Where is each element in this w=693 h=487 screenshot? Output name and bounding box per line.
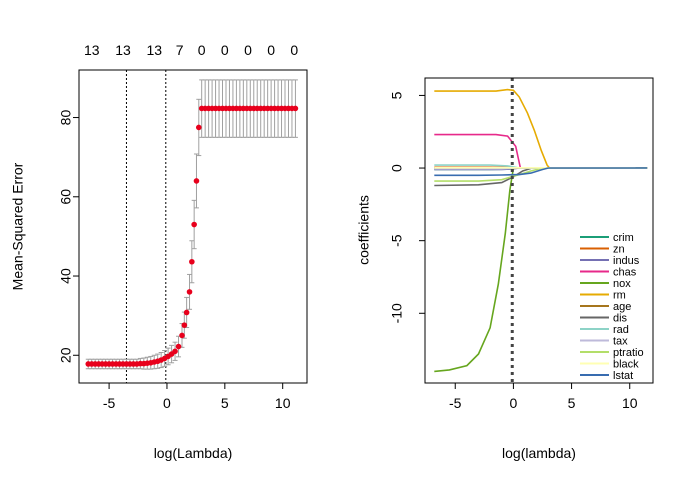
x-tick-label: 10 bbox=[622, 395, 638, 411]
legend-label: rad bbox=[613, 324, 629, 336]
x-tick-label: 5 bbox=[568, 395, 576, 411]
lambda-reference-lines bbox=[126, 70, 165, 383]
legend-label: black bbox=[613, 359, 639, 371]
legend-entry-black: black bbox=[580, 359, 639, 371]
y-tick-label: 60 bbox=[58, 189, 74, 205]
y-tick-label: 5 bbox=[389, 91, 405, 99]
legend-entry-lstat: lstat bbox=[580, 370, 633, 382]
y-tick-label: -5 bbox=[389, 234, 405, 247]
legend-entry-rad: rad bbox=[580, 324, 629, 336]
legend-label: age bbox=[613, 301, 631, 313]
x-axis-title: log(lambda) bbox=[502, 445, 576, 461]
legend-label: rm bbox=[613, 290, 626, 302]
top-axis-label: 7 bbox=[176, 42, 184, 58]
legend-label: zn bbox=[613, 244, 625, 256]
mse-point bbox=[293, 106, 299, 112]
legend-entry-dis: dis bbox=[580, 313, 628, 325]
legend-label: ptratio bbox=[613, 347, 644, 359]
coefficient-path-panel: -5 0 5 10 5 0 -5 -10 crimzninduschasnoxrmagedi… bbox=[356, 78, 653, 461]
legend-entry-tax: tax bbox=[580, 336, 628, 348]
x-tick-label: 10 bbox=[275, 395, 291, 411]
mse-point bbox=[187, 289, 193, 295]
legend: crimzninduschasnoxrmagedisradtaxptratiob… bbox=[580, 232, 644, 382]
y-tick-label: 40 bbox=[58, 268, 74, 284]
x-axis-ticks: -5 0 5 10 bbox=[449, 383, 638, 411]
y-axis-title: Mean-Squared Error bbox=[10, 162, 26, 290]
legend-entry-indus: indus bbox=[580, 255, 640, 267]
mse-point bbox=[182, 322, 188, 328]
legend-label: chas bbox=[613, 267, 637, 279]
x-tick-label: 0 bbox=[510, 395, 518, 411]
y-tick-label: 80 bbox=[58, 110, 74, 126]
mse-point bbox=[179, 333, 185, 339]
x-axis-title: log(Lambda) bbox=[154, 445, 233, 461]
top-axis-label: 0 bbox=[198, 42, 206, 58]
y-tick-label: 20 bbox=[58, 347, 74, 363]
legend-entry-rm: rm bbox=[580, 290, 626, 302]
legend-label: dis bbox=[613, 313, 628, 325]
legend-entry-chas: chas bbox=[580, 267, 637, 279]
top-axis-label: 0 bbox=[267, 42, 275, 58]
legend-entry-ptratio: ptratio bbox=[580, 347, 644, 359]
top-axis-label: 0 bbox=[244, 42, 252, 58]
x-tick-label: -5 bbox=[449, 395, 462, 411]
top-axis-label: 13 bbox=[84, 42, 100, 58]
x-axis-ticks: -5 0 5 10 bbox=[103, 383, 291, 411]
legend-label: crim bbox=[613, 232, 634, 244]
mse-point bbox=[196, 125, 202, 131]
x-tick-label: -5 bbox=[103, 395, 116, 411]
y-tick-label: -10 bbox=[389, 303, 405, 323]
legend-entry-crim: crim bbox=[580, 232, 634, 244]
mse-point bbox=[176, 344, 182, 350]
x-tick-label: 5 bbox=[221, 395, 229, 411]
mse-point bbox=[184, 310, 190, 316]
legend-entry-zn: zn bbox=[580, 244, 625, 256]
legend-label: tax bbox=[613, 336, 628, 348]
coef-line-rm bbox=[434, 90, 647, 168]
y-axis-title: coefficients bbox=[356, 195, 372, 265]
top-axis-label: 0 bbox=[290, 42, 298, 58]
mse-point bbox=[172, 349, 178, 355]
mse-point bbox=[194, 178, 200, 184]
legend-label: indus bbox=[613, 255, 640, 267]
y-tick-label: 0 bbox=[389, 164, 405, 172]
y-axis-ticks: 20 40 60 80 bbox=[58, 110, 79, 364]
y-axis-ticks: 5 0 -5 -10 bbox=[389, 91, 425, 323]
x-tick-label: 0 bbox=[163, 395, 171, 411]
legend-entry-age: age bbox=[580, 301, 631, 313]
legend-entry-nox: nox bbox=[580, 278, 631, 290]
legend-label: nox bbox=[613, 278, 631, 290]
top-axis-label: 13 bbox=[146, 42, 162, 58]
mse-points bbox=[85, 106, 298, 367]
legend-label: lstat bbox=[613, 370, 633, 382]
mse-point bbox=[191, 222, 197, 228]
top-axis-label: 0 bbox=[221, 42, 229, 58]
top-axis-label: 13 bbox=[115, 42, 131, 58]
mse-point bbox=[189, 259, 195, 265]
